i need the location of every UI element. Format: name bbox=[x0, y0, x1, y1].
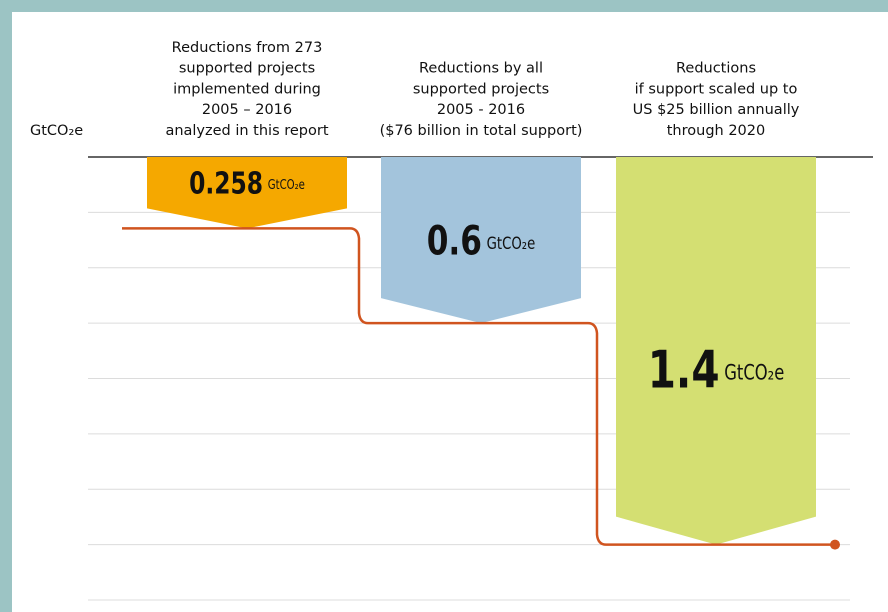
y-axis-label: GtCO₂e bbox=[30, 123, 83, 139]
category-label: ($76 billion in total support) bbox=[380, 123, 583, 139]
category-label: Reductions from 273 bbox=[172, 40, 323, 56]
category-label: analyzed in this report bbox=[165, 123, 328, 139]
step-connector bbox=[349, 227, 369, 325]
category-label: through 2020 bbox=[667, 123, 765, 139]
category-label: Reductions bbox=[676, 61, 756, 77]
value-label-group: 1.4 GtCO₂e bbox=[648, 339, 785, 399]
value-label: 0.258 GtCO₂e bbox=[189, 166, 305, 201]
category-label: 2005 – 2016 bbox=[202, 102, 292, 118]
step-connector bbox=[587, 321, 607, 546]
arrow-bar bbox=[616, 157, 816, 545]
category-label: supported projects bbox=[179, 61, 315, 77]
category-label: US $25 billion annually bbox=[633, 102, 800, 118]
value-unit: GtCO₂e bbox=[724, 361, 784, 384]
value-label: 0.6 GtCO₂e bbox=[427, 219, 536, 265]
value-label-group: 0.258 GtCO₂e bbox=[189, 166, 305, 201]
category-label: Reductions by all bbox=[419, 61, 543, 77]
category-label: supported projects bbox=[413, 81, 549, 97]
value-unit: GtCO₂e bbox=[268, 176, 305, 192]
category-label: 2005 - 2016 bbox=[437, 102, 525, 118]
value-number: 0.258 bbox=[189, 166, 263, 201]
category-label: if support scaled up to bbox=[635, 81, 798, 97]
end-dot bbox=[830, 539, 840, 550]
value-number: 0.6 bbox=[427, 219, 482, 265]
arrow-bar bbox=[147, 157, 347, 229]
value-label: 1.4 GtCO₂e bbox=[648, 339, 785, 399]
value-number: 1.4 bbox=[648, 339, 720, 399]
category-label: implemented during bbox=[173, 81, 321, 97]
arrow-bar bbox=[381, 157, 581, 324]
value-label-group: 0.6 GtCO₂e bbox=[427, 219, 536, 265]
value-unit: GtCO₂e bbox=[487, 233, 536, 253]
